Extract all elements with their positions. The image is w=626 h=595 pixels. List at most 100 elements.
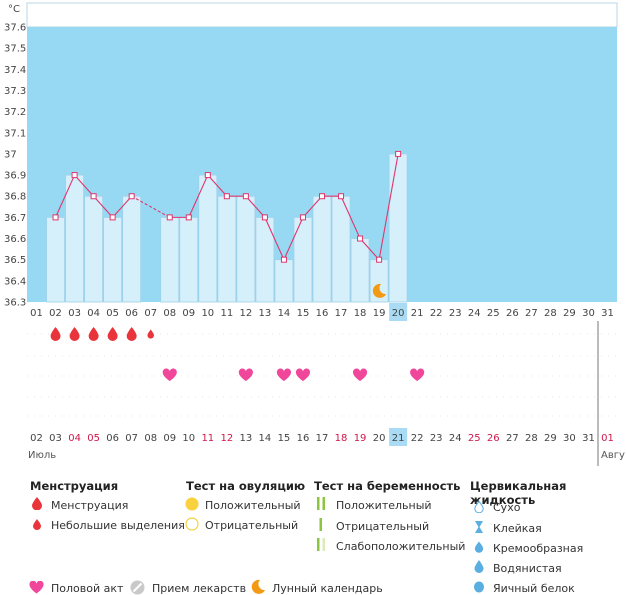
legend-ovulation-title: Тест на овуляцию	[186, 479, 306, 493]
date-tick-label: 30	[563, 433, 576, 444]
day-tick-label: 06	[125, 308, 138, 319]
day-tick-label: 24	[468, 308, 481, 319]
legend-cervical-creamy: Кремообразная	[493, 542, 584, 555]
temperature-point	[71, 172, 78, 179]
date-tick-label: 06	[106, 433, 119, 444]
date-tick-label: 12	[220, 433, 233, 444]
y-tick-label: 37.4	[4, 65, 26, 76]
menstruation-drop	[147, 329, 154, 339]
temperature-line-segment	[283, 217, 304, 260]
day-tick-label: 03	[68, 308, 81, 319]
intercourse-heart	[295, 368, 311, 381]
day-tick-label: 23	[449, 308, 462, 319]
temperature-point	[166, 214, 173, 221]
day-tick-label: 07	[144, 308, 157, 319]
day-tick-label: 16	[316, 308, 329, 319]
temperature-point	[299, 214, 306, 221]
pregnancy-weak-icon	[317, 538, 325, 551]
date-tick-label: 24	[449, 433, 462, 444]
current-day-highlight	[389, 303, 408, 321]
date-tick-label: 16	[297, 433, 310, 444]
temperature-bar	[160, 216, 180, 303]
date-tick-label: 08	[144, 433, 157, 444]
intercourse-heart	[276, 368, 291, 381]
x-axis-dates: 02 03 04 05 06 07 08 09 10 11 12 13 14 15 16 17 18 19 20 21…	[30, 428, 614, 446]
temperature-bar	[236, 195, 256, 303]
y-unit-label: °C	[8, 4, 20, 15]
date-tick-label: 25	[468, 433, 481, 444]
day-tick-label: 09	[182, 308, 195, 319]
temperature-point	[261, 214, 268, 221]
x-axis-days: 01 02 03 04 05 06 07 08 09 10 11 12 13 14 15 16 17 18 19 20…	[30, 303, 614, 321]
legend-pregnancy-weak: Слабоположительный	[336, 540, 466, 553]
drop-icon	[32, 497, 42, 510]
month-label-july: Июль	[28, 450, 56, 461]
temperature-bar	[65, 174, 84, 303]
y-tick-label: 36.9	[4, 171, 26, 182]
y-tick-label: 36.5	[4, 255, 26, 266]
temperature-bar	[274, 259, 294, 303]
date-tick-label: 17	[316, 433, 329, 444]
temperature-line-segment	[245, 195, 266, 218]
temperature-point	[242, 193, 249, 200]
menstruation-drop	[88, 327, 99, 342]
temperature-line-segment	[340, 196, 361, 239]
creamy-icon	[474, 541, 484, 553]
temperature-bar	[331, 195, 351, 303]
intercourse-heart	[410, 368, 425, 381]
day-tick-label: 31	[601, 308, 614, 319]
watery-icon	[474, 560, 484, 573]
y-tick-label: 36.6	[4, 234, 26, 245]
date-tick-label: 11	[201, 433, 214, 444]
y-tick-label: 36.7	[4, 213, 26, 224]
date-tick-label: 03	[49, 433, 62, 444]
intercourse-heart	[238, 368, 253, 381]
plot-area	[26, 2, 618, 303]
current-date-highlight	[389, 428, 408, 446]
legend-pregnancy-negative: Отрицательный	[336, 520, 430, 533]
legend-cervical-title: Цервикальная жидкость	[470, 479, 567, 507]
date-tick-label: 05	[87, 433, 100, 444]
legend-menstruation-title: Менструация	[30, 479, 119, 493]
legend-cervical-eggwhite: Яичный белок	[493, 582, 575, 595]
temperature-line-segment	[264, 217, 285, 260]
legend-cervical-dry: Сухо	[493, 501, 521, 514]
date-tick-label: 09	[163, 433, 176, 444]
date-tick-label: 23	[430, 433, 443, 444]
legend-ovulation-negative: Отрицательный	[205, 519, 299, 532]
date-tick-label: 28	[525, 433, 538, 444]
month-label-august: Авгу	[601, 450, 625, 461]
day-tick-label: 19	[373, 308, 386, 319]
temperature-point	[223, 193, 230, 200]
heart-icon	[29, 581, 44, 594]
legend-medication: Прием лекарств	[152, 582, 247, 595]
day-tick-label: 18	[354, 308, 367, 319]
temperature-point	[376, 256, 383, 263]
day-tick-label: 25	[487, 308, 500, 319]
date-tick-label: 31	[582, 433, 595, 444]
day-tick-label: 10	[201, 308, 214, 319]
legend-menstruation-light: Небольшие выделения	[51, 519, 185, 532]
temperature-bar	[217, 195, 237, 303]
day-tick-label: 13	[259, 308, 272, 319]
day-tick-label: 02	[49, 308, 62, 319]
day-tick-label: 17	[335, 308, 348, 319]
small-drop-icon	[33, 519, 41, 530]
day-tick-label: 28	[544, 308, 557, 319]
temperature-point	[185, 214, 192, 221]
temperature-bar	[179, 216, 199, 303]
day-tick-label: 29	[563, 308, 576, 319]
y-axis: 36.3 36.4 36.5 36.6 36.7 36.8 36.9 37 37.1 37.2 37…	[4, 23, 26, 309]
y-tick-label: 36.3	[4, 298, 26, 309]
temperature-line-segment	[359, 238, 380, 261]
dry-icon	[474, 501, 484, 513]
temperature-bar	[84, 195, 104, 303]
temperature-point	[204, 172, 211, 179]
date-tick-label: 07	[125, 433, 138, 444]
legend-pregnancy-title: Тест на беременность	[314, 479, 461, 493]
date-tick-label: 19	[354, 433, 367, 444]
moon-marker	[372, 283, 387, 298]
temperature-line-segment	[302, 195, 323, 218]
temperature-line-segment	[131, 195, 171, 218]
sticky-icon	[475, 521, 483, 533]
